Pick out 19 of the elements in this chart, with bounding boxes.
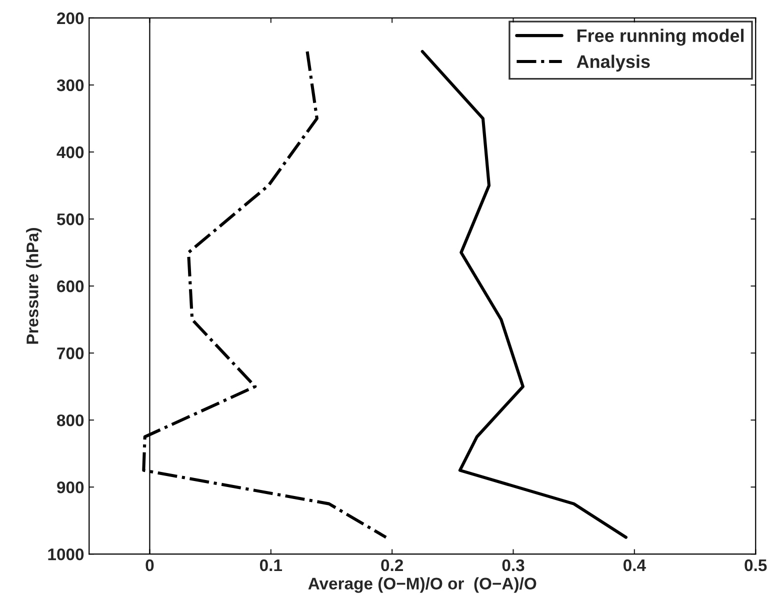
y-tick-label: 400 <box>56 146 84 158</box>
x-tick-label: 0 <box>146 559 154 572</box>
y-axis-title: Pressure (hPa) <box>26 228 42 344</box>
y-tick-label: 600 <box>57 280 84 292</box>
y-tick-label: 1000 <box>48 548 84 560</box>
y-tick-label: 700 <box>57 347 84 360</box>
y-tick-label: 200 <box>57 12 84 24</box>
x-axis-title: Average (O−M)/O or (O−A)/O <box>308 577 536 593</box>
y-tick-label: 300 <box>56 79 84 92</box>
legend-label: Analysis <box>576 54 650 72</box>
x-tick-label: 0.3 <box>502 559 524 572</box>
legend-label: Free running model <box>577 28 744 46</box>
y-tick-label: 800 <box>56 414 84 426</box>
y-tick-label: 500 <box>56 213 84 226</box>
x-tick-label: 0.2 <box>381 559 403 572</box>
x-tick-label: 0.4 <box>624 559 646 572</box>
x-tick-label: 0.1 <box>260 559 282 572</box>
y-tick-label: 900 <box>57 481 84 494</box>
x-tick-label: 0.5 <box>744 559 767 572</box>
